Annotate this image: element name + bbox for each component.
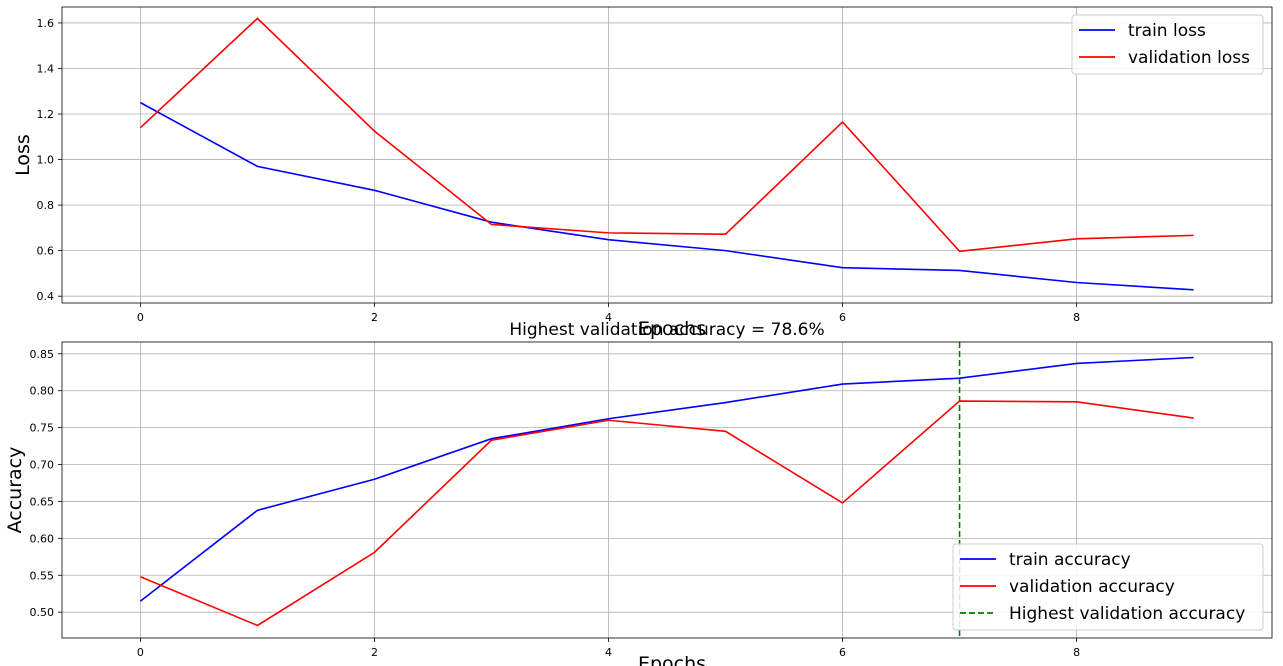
y-tick-label: 0.80 (30, 385, 55, 398)
y-axis-label: Loss (12, 134, 34, 176)
y-tick-label: 0.50 (30, 606, 55, 619)
x-tick-label: 2 (371, 311, 378, 324)
y-tick-label: 0.70 (30, 459, 55, 472)
series-line-1 (140, 101, 1194, 291)
legend: train accuracy validation accuracy Highest… (952, 543, 1264, 631)
axes-frame (61, 6, 1273, 304)
y-tick-label: 0.60 (30, 532, 55, 545)
x-tick-label: 6 (839, 646, 846, 659)
y-tick-label: 1.2 (37, 108, 55, 121)
x-tick-label: 8 (1073, 311, 1080, 324)
y-tick-label: 0.8 (37, 199, 55, 212)
legend-label: train accuracy (1009, 550, 1131, 570)
y-tick-label: 0.75 (30, 422, 55, 435)
y-tick-label: 0.55 (30, 569, 55, 582)
legend-label: validation loss (1128, 48, 1250, 68)
legend-label: Highest validation accuracy (1009, 604, 1245, 624)
x-axis-label: Epochs (638, 318, 706, 340)
y-tick-label: 0.85 (30, 348, 55, 361)
subplot-2: 0 2 4 6 8 0.50 0.55 0.60 0.65 0.70 0.75 0.80 0.85 Acc… (4, 320, 1273, 666)
x-tick-label: 8 (1073, 646, 1080, 659)
legend: train loss validation loss (1071, 14, 1264, 75)
series-line-2 (139, 17, 1194, 253)
y-tick-label: 0.65 (30, 495, 55, 508)
series-line-2 (140, 400, 1194, 627)
y-tick-label: 1.4 (37, 62, 55, 75)
y-tick-label: 0.4 (37, 290, 55, 303)
legend-label: validation accuracy (1009, 577, 1175, 597)
x-tick-label: 0 (137, 646, 144, 659)
axes-frame (61, 341, 1273, 639)
x-tick-label: 4 (605, 646, 612, 659)
y-axis-label: Accuracy (4, 447, 26, 534)
x-tick-label: 0 (137, 311, 144, 324)
x-tick-label: 2 (371, 646, 378, 659)
series-line-1 (139, 356, 1194, 602)
legend-box (1071, 14, 1264, 75)
x-tick-label: 4 (605, 311, 612, 324)
x-axis-label: Epochs (638, 653, 706, 666)
y-tick-label: 0.6 (37, 245, 55, 258)
subplot-1: 0 2 4 6 8 0.4 0.6 0.8 1.0 1.2 1.4 1.6 Loss Epochs trai… (12, 6, 1273, 340)
chart-title: Highest validation accuracy = 78.6% (509, 320, 824, 340)
y-tick-label: 1.6 (37, 17, 55, 30)
legend-box (952, 543, 1264, 631)
x-tick-label: 6 (839, 311, 846, 324)
y-tick-label: 1.0 (37, 154, 55, 167)
legend-label: train loss (1128, 21, 1206, 41)
